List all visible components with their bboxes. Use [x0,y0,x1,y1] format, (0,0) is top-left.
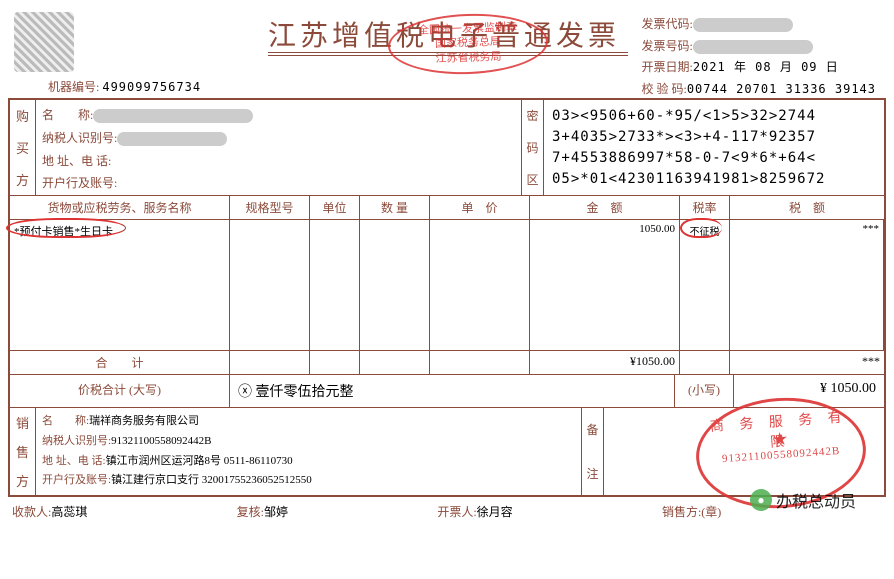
date-label: 开票日期: [641,60,692,74]
total-big: ⓧ 壹仟零伍拾元整 [230,375,674,407]
col-tax: 税 额 [730,196,884,219]
note-label: 备注 [582,408,604,495]
check-value: 00744 20701 31336 39143 [687,82,876,96]
sum-unit [310,351,360,374]
drawer-label: 开票人: [437,505,476,519]
buyer-taxid-label: 纳税人识别号: [42,131,117,145]
seller-addr-label: 地 址、电 话: [42,455,106,467]
col-name: 货物或应税劳务、服务名称 [10,196,230,219]
seller-bank: 镇江建行京口支行 32001755236052512550 [111,474,312,486]
payee: 高蕊琪 [51,505,87,519]
sum-rate [680,351,730,374]
machine-row: 机器编号: 499099756734 [48,78,201,95]
item-rate: 不征税 [680,220,730,350]
sum-qty [360,351,430,374]
highlight-rate [680,218,722,238]
item-qty [360,220,430,350]
check-label: 校 验 码: [641,82,686,96]
sum-tax: *** [730,351,884,374]
col-price: 单 价 [430,196,530,219]
item-tax: *** [730,220,884,350]
watermark-text: 办税总动员 [776,488,856,512]
seller-bank-label: 开户行及账号: [42,474,111,486]
reviewer-label: 复核: [237,505,264,519]
sum-row: 合 计 ¥1050.00 *** [10,350,884,374]
reviewer: 邹婷 [264,505,288,519]
number-label: 发票号码: [641,39,692,53]
seller-name-label: 名 称: [42,415,89,427]
seller-seal-label: 销售方:(章) [662,505,721,519]
items-header: 货物或应税劳务、服务名称 规格型号 单位 数 量 单 价 金 额 税率 税 额 [10,196,884,220]
password-label: 密码区 [522,100,544,195]
col-qty: 数 量 [360,196,430,219]
password-area: 03><9506+60-*95/<1>5>32>2744 3+4035>2733… [544,100,884,195]
seller-addr: 镇江市润州区运河路8号 0511-86110730 [106,455,293,467]
item-amount: 1050.00 [530,220,680,350]
machine-label: 机器编号: [48,80,99,94]
drawer: 徐月容 [477,505,513,519]
payee-label: 收款人: [12,505,51,519]
watermark: ● 办税总动员 [750,488,856,512]
pwd-line2: 3+4035>2733*><3>+4-117*92357 [552,127,876,148]
item-unit [310,220,360,350]
col-amount: 金 额 [530,196,680,219]
number-redacted [693,40,813,54]
pwd-line3: 7+4553886997*58-0-7<9*6*+64< [552,148,876,169]
col-rate: 税率 [680,196,730,219]
buyer-name-redacted [93,109,253,123]
code-label: 发票代码: [641,17,692,31]
seller-taxid: 91321100558092442B [111,435,211,447]
seller-taxid-label: 纳税人识别号: [42,435,111,447]
buyer-addr-label: 地 址、电 话: [42,154,111,168]
sum-label: 合 计 [10,351,230,374]
seller-name: 瑞祥商务服务有限公司 [89,415,199,427]
buyer-info: 名 称: 纳税人识别号: 地 址、电 话: 开户行及账号: [36,100,522,195]
sum-amount: ¥1050.00 [530,351,680,374]
pwd-line1: 03><9506+60-*95/<1>5>32>2744 [552,106,876,127]
date-value: 2021 年 08 月 09 日 [693,60,839,74]
code-redacted [693,18,793,32]
machine-value: 499099756734 [102,80,201,94]
buyer-name-label: 名 称: [42,108,93,122]
total-label: 价税合计 (大写) [10,375,230,407]
items-body: *预付卡销售*生日卡 1050.00 不征税 *** [10,220,884,350]
total-small-label: (小写) [674,375,734,407]
sum-spec [230,351,310,374]
wechat-icon: ● [750,489,772,511]
buyer-bank-label: 开户行及账号: [42,176,117,190]
col-unit: 单位 [310,196,360,219]
col-spec: 规格型号 [230,196,310,219]
qr-code [14,12,74,72]
item-spec [230,220,310,350]
item-price [430,220,530,350]
pwd-line4: 05>*01<42301163941981>8259672 [552,169,876,190]
seller-label: 销售方 [10,408,36,495]
item-name: *预付卡销售*生日卡 [10,220,230,350]
seller-info: 名 称:瑞祥商务服务有限公司 纳税人识别号:91321100558092442B… [36,408,582,495]
buyer-taxid-redacted [117,132,227,146]
sum-price [430,351,530,374]
highlight-item-name [6,218,126,238]
header-right: 发票代码: 发票号码: 开票日期:2021 年 08 月 09 日 校 验 码:… [641,14,876,100]
buyer-label: 购买方 [10,100,36,195]
